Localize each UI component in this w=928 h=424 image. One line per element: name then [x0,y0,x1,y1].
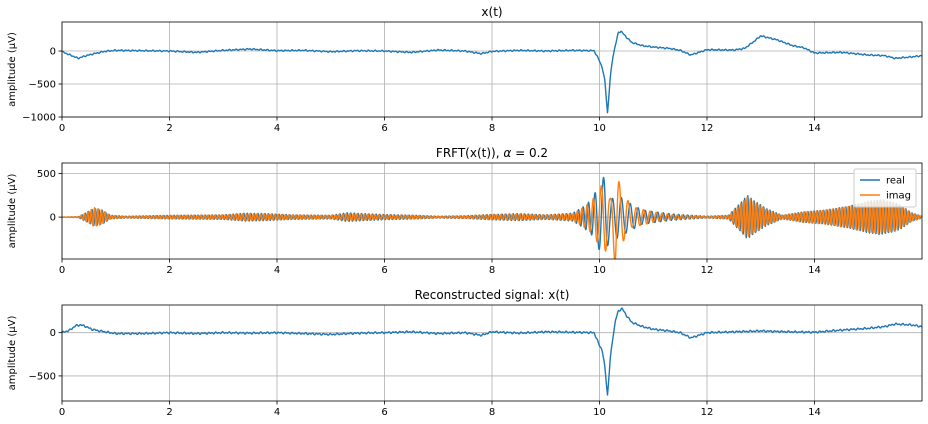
title-symbol: α [503,146,511,160]
y-tick-label: −500 [29,80,56,91]
series-group [62,176,922,259]
x-tick-label: 12 [701,407,714,418]
series-group [62,307,922,396]
y-axis-label: amplitude (μV) [7,174,18,249]
y-axis-label: amplitude (μV) [7,32,18,107]
x-tick-label: 14 [808,265,821,276]
chart-panel-frft: FRFT(x(t)), α = 0.2 amplitude (μV) 0 2 4 6 8… [7,146,923,276]
series-line-imag [62,180,922,259]
x-tick-label: 6 [381,407,387,418]
series-group [62,30,922,114]
grid [61,163,922,259]
x-tick-label: 8 [489,265,495,276]
x-tick-label: 10 [593,407,606,418]
x-tick-label: 12 [701,123,714,134]
legend-box [853,168,917,208]
x-tick-label: 8 [489,407,495,418]
y-tick-label: 0 [50,213,56,224]
y-tick-label: 0 [50,47,56,58]
series-line [62,307,922,396]
x-tick-label: 8 [489,123,495,134]
legend-label-imag: imag [886,191,911,202]
x-tick-label: 12 [701,265,714,276]
y-tick-label: 0 [50,328,56,339]
x-tick-label: 10 [593,123,606,134]
x-tick-label: 10 [593,265,606,276]
chart-title: FRFT(x(t)), α = 0.2 [436,146,548,160]
x-tick-label: 0 [59,123,65,134]
x-tick-label: 0 [59,407,65,418]
x-tick-label: 4 [274,265,280,276]
y-tick-label: 500 [37,169,56,180]
x-tick-label: 0 [59,265,65,276]
series-line [62,30,922,114]
x-tick-label: 2 [166,407,172,418]
legend-label-real: real [886,176,905,187]
x-tick-label: 2 [166,123,172,134]
title-suffix: = 0.2 [511,146,548,160]
x-tick-label: 2 [166,265,172,276]
x-tick-label: 6 [381,265,387,276]
x-tick-label: 4 [274,123,280,134]
grid [61,305,922,401]
x-tick-label: 14 [808,407,821,418]
grid [61,22,922,118]
x-tick-label: 14 [808,123,821,134]
legend: real imag [853,168,917,208]
y-axis-label: amplitude (μV) [7,316,18,391]
y-tick-label: −500 [29,371,56,382]
x-tick-label: 4 [274,407,280,418]
chart-title: x(t) [481,5,502,19]
x-tick-label: 6 [381,123,387,134]
title-text: FRFT(x(t)), [436,146,503,160]
chart-panel-original: x(t) amplitude (μV) 0 2 4 6 8 10 12 14 −1000 −500… [7,5,923,134]
chart-panel-reconstructed: Reconstructed signal: x(t) amplitude (μV… [7,288,923,418]
y-tick-label: −1000 [22,113,56,124]
chart-title: Reconstructed signal: x(t) [415,288,570,302]
